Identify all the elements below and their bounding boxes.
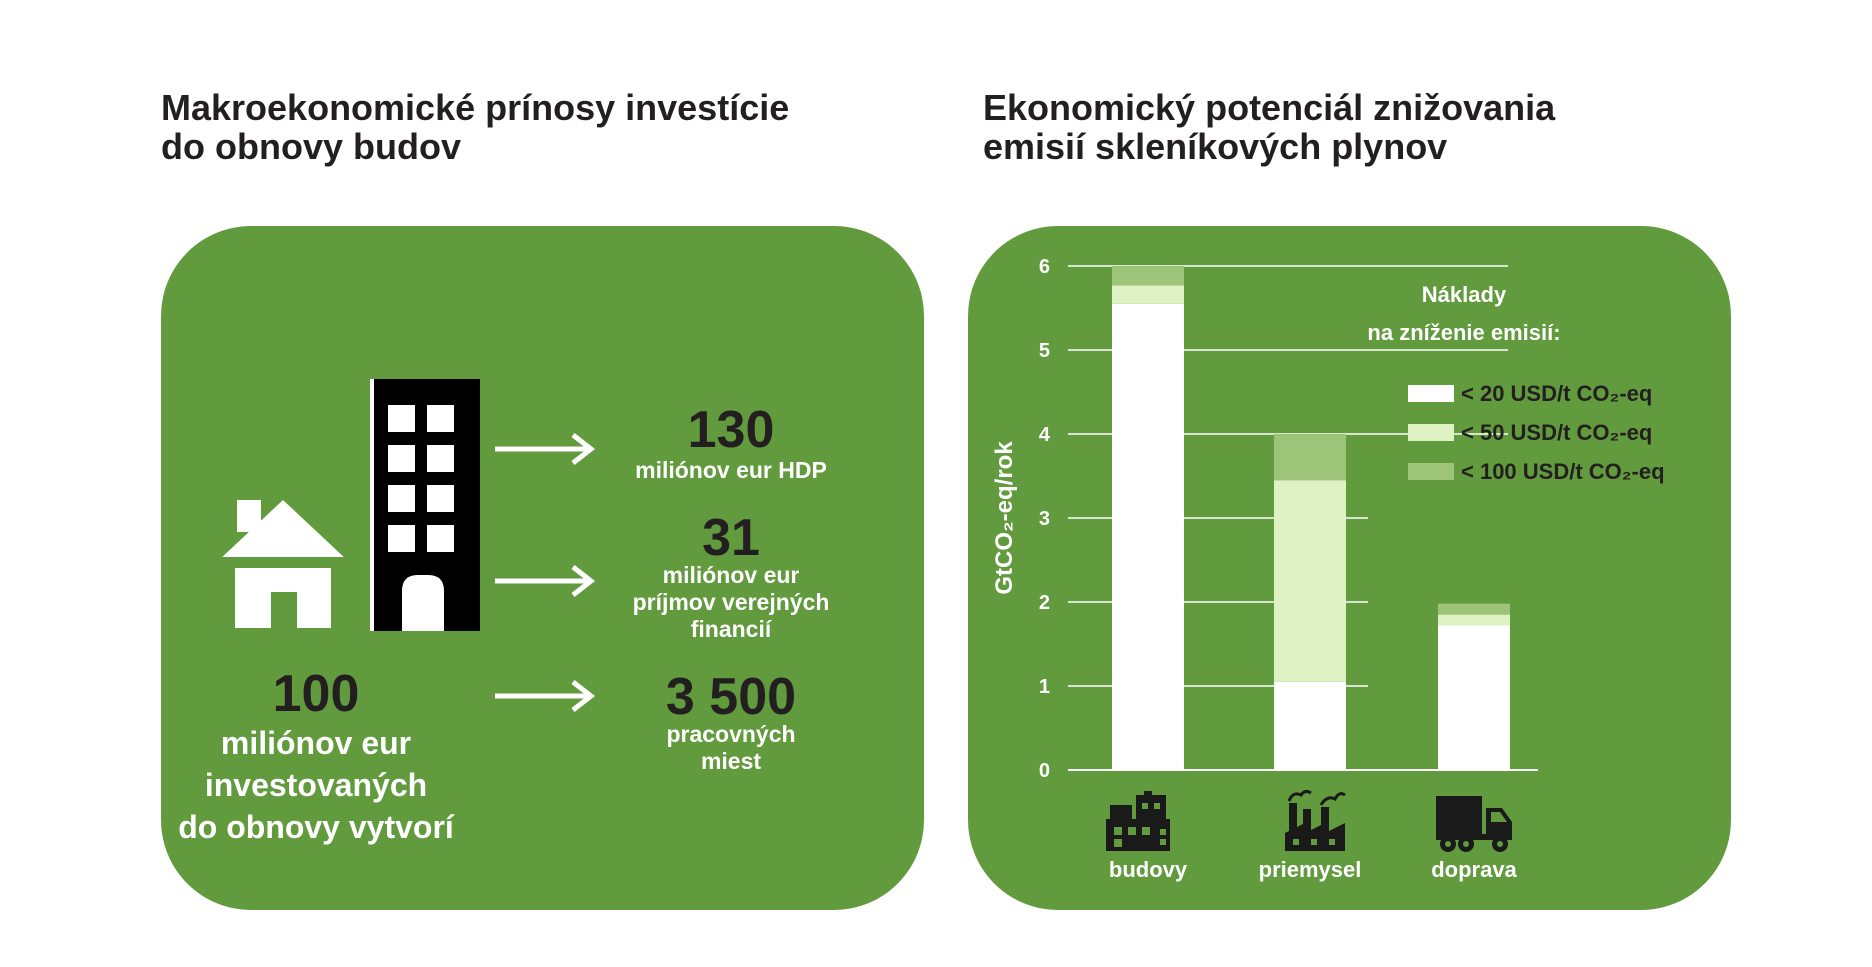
arrow-right-icon <box>495 680 596 712</box>
bar-budovy-series-3 <box>1112 266 1184 286</box>
jobs-line-1: pracovných <box>666 721 796 747</box>
investment-line-3: do obnovy vytvorí <box>178 809 454 845</box>
public-revenue-line-2: príjmov verejných <box>632 589 830 615</box>
chart-legend: < 20 USD/t CO₂-eq < 50 USD/t CO₂-eq < 100 … <box>1408 381 1665 484</box>
public-revenue-description: miliónov eur príjmov verejných financií <box>591 562 871 643</box>
chart-bars <box>1112 266 1510 770</box>
bar-doprava-series-1 <box>1438 625 1510 770</box>
y-axis-label: GtCO₂-eq/rok <box>991 441 1018 595</box>
gdp-description: miliónov eur HDP <box>601 456 861 484</box>
y-axis-ticks: 0 1 2 3 4 5 6 <box>1039 256 1051 782</box>
bar-doprava-series-3 <box>1438 603 1510 615</box>
bar-priemysel-series-3 <box>1274 434 1346 481</box>
buildings-icon <box>1106 791 1170 851</box>
y-tick-label-5: 5 <box>1039 340 1050 362</box>
factory-icon <box>1285 789 1346 851</box>
jobs-value: 3 500 <box>665 668 797 726</box>
legend-swatch-2 <box>1408 424 1454 441</box>
x-category-label-doprava: doprava <box>1431 857 1517 882</box>
truck-icon <box>1436 796 1512 852</box>
jobs-line-2: miest <box>700 748 762 774</box>
y-tick-label-1: 1 <box>1039 676 1050 698</box>
legend-title-line-2: na zníženie emisií: <box>1367 320 1560 345</box>
bar-priemysel-series-2 <box>1274 480 1346 682</box>
bar-budovy-series-2 <box>1112 285 1184 304</box>
bar-priemysel-series-1 <box>1274 681 1346 770</box>
emissions-chart: 0 1 2 3 4 5 6 GtCO₂-eq/rok budovy priemysel dopr… <box>991 256 1665 882</box>
gdp-value: 130 <box>687 401 775 459</box>
office-building-icon <box>370 379 480 631</box>
investment-value: 100 <box>272 665 360 723</box>
y-tick-label-3: 3 <box>1039 508 1050 530</box>
left-title-line-1: Makroekonomické prínosy investície <box>161 87 790 128</box>
left-title-line-2: do obnovy budov <box>161 126 461 167</box>
investment-line-1: miliónov eur <box>220 725 412 761</box>
public-revenue-line-3: financií <box>690 616 772 642</box>
public-revenue-line-1: miliónov eur <box>662 562 800 588</box>
y-tick-label-0: 0 <box>1039 760 1050 782</box>
bar-doprava-series-2 <box>1438 614 1510 626</box>
gdp-line-1: miliónov eur HDP <box>635 457 827 483</box>
right-title-line-1: Ekonomický potenciál znižovania <box>983 87 1556 128</box>
legend-label-2: < 50 USD/t CO₂-eq <box>1461 420 1652 445</box>
x-axis-categories: budovy priemysel doprava <box>1109 857 1518 882</box>
legend-label-1: < 20 USD/t CO₂-eq <box>1461 381 1652 406</box>
x-category-label-priemysel: priemysel <box>1259 857 1362 882</box>
legend-swatch-3 <box>1408 463 1454 480</box>
arrow-right-icon <box>495 565 596 597</box>
y-tick-label-6: 6 <box>1039 256 1050 278</box>
jobs-description: pracovných miest <box>591 721 871 775</box>
legend-label-3: < 100 USD/t CO₂-eq <box>1461 459 1665 484</box>
x-category-label-budovy: budovy <box>1109 857 1188 882</box>
investment-line-2: investovaných <box>204 767 428 803</box>
y-tick-label-4: 4 <box>1039 424 1051 446</box>
legend-swatch-1 <box>1408 385 1454 402</box>
legend-title-line-1: Náklady <box>1422 282 1507 307</box>
investment-benefits-panel: 100 miliónov eur investovaných do obnovy… <box>161 226 924 910</box>
y-tick-label-2: 2 <box>1039 592 1050 614</box>
arrow-right-icon <box>495 433 596 465</box>
right-panel-title: Ekonomický potenciál znižovania emisií s… <box>983 88 1555 166</box>
investment-description: miliónov eur investovaných do obnovy vyt… <box>171 722 461 848</box>
house-icon <box>219 500 347 628</box>
public-revenue-value: 31 <box>702 509 760 567</box>
bar-budovy-series-1 <box>1112 303 1184 770</box>
left-panel-title: Makroekonomické prínosy investície do ob… <box>161 88 789 166</box>
right-title-line-2: emisií skleníkových plynov <box>983 126 1448 167</box>
emissions-potential-panel: 0 1 2 3 4 5 6 GtCO₂-eq/rok budovy priemysel dopr… <box>968 226 1731 910</box>
